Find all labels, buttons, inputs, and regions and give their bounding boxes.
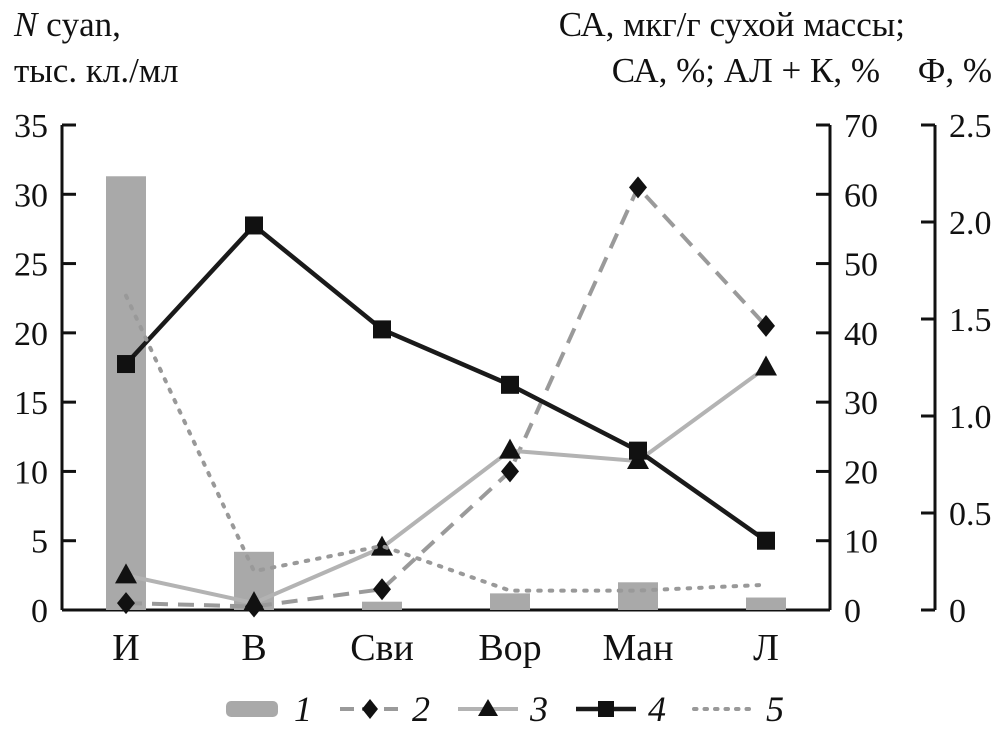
legend-item-1: 1 xyxy=(220,688,312,730)
svg-text:2.5: 2.5 xyxy=(949,108,992,145)
svg-text:30: 30 xyxy=(14,177,48,214)
svg-text:20: 20 xyxy=(14,316,48,353)
svg-text:0: 0 xyxy=(949,593,966,630)
svg-text:2.0: 2.0 xyxy=(949,205,992,242)
left-axis-title-italic: N xyxy=(14,5,38,44)
series-2 xyxy=(117,176,775,618)
left-axis-title: N cyan, тыс. кл./мл xyxy=(14,2,178,94)
svg-text:0: 0 xyxy=(844,593,861,630)
legend-swatch-dotted xyxy=(692,696,756,722)
legend-swatch-solid-triangle xyxy=(456,696,520,722)
svg-text:20: 20 xyxy=(844,454,878,491)
right2-axis-ticks: 0 0.5 1.0 1.5 2.0 2.5 xyxy=(921,108,992,630)
svg-text:Сви: Сви xyxy=(350,627,414,669)
bar xyxy=(490,593,530,610)
svg-text:30: 30 xyxy=(844,385,878,422)
legend-swatch-dashed-diamond xyxy=(338,696,402,722)
right-axis-title-line2: СА, %; АЛ + К, % xyxy=(611,51,880,90)
svg-text:0: 0 xyxy=(31,593,48,630)
series-5 xyxy=(124,293,768,593)
svg-text:40: 40 xyxy=(844,316,878,353)
svg-text:60: 60 xyxy=(844,177,878,214)
legend-label: 2 xyxy=(412,689,430,729)
svg-text:В: В xyxy=(241,627,266,669)
legend-swatch-bar xyxy=(220,696,284,722)
left-axis-title-line2: тыс. кл./мл xyxy=(14,51,179,90)
legend: 1 2 3 4 5 xyxy=(0,688,1004,730)
bar xyxy=(618,582,658,610)
legend-swatch-solid-square xyxy=(574,696,638,722)
svg-text:25: 25 xyxy=(14,247,48,284)
svg-text:50: 50 xyxy=(844,247,878,284)
svg-text:15: 15 xyxy=(14,385,48,422)
svg-text:70: 70 xyxy=(844,108,878,145)
svg-text:0.5: 0.5 xyxy=(949,496,992,533)
left-axis-title-rest: cyan, xyxy=(37,5,121,44)
right1-axis-ticks: 0 10 20 30 40 50 60 70 xyxy=(816,108,878,630)
legend-label: 5 xyxy=(766,689,784,729)
legend-item-5: 5 xyxy=(692,688,784,730)
svg-text:И: И xyxy=(112,627,139,669)
x-axis-labels: И В Сви Вор Ман Л xyxy=(112,627,779,669)
legend-item-4: 4 xyxy=(574,688,666,730)
svg-text:Л: Л xyxy=(753,627,779,669)
right-axis-title-line1: СА, мкг/г сухой массы; xyxy=(558,5,905,44)
svg-text:1.5: 1.5 xyxy=(949,302,992,339)
legend-label: 1 xyxy=(294,689,312,729)
legend-label: 4 xyxy=(648,689,666,729)
svg-text:35: 35 xyxy=(14,108,48,145)
legend-item-2: 2 xyxy=(338,688,430,730)
series-1 xyxy=(106,176,786,610)
svg-text:1.0: 1.0 xyxy=(949,399,992,436)
bar xyxy=(746,597,786,610)
svg-text:5: 5 xyxy=(31,524,48,561)
svg-text:10: 10 xyxy=(844,524,878,561)
left-axis-ticks: 0 5 10 15 20 25 30 35 xyxy=(14,108,76,630)
series-3 xyxy=(115,355,777,612)
legend-item-3: 3 xyxy=(456,688,548,730)
svg-text:Вор: Вор xyxy=(478,627,541,669)
svg-text:Ман: Ман xyxy=(603,627,674,669)
series-4 xyxy=(117,216,775,550)
bar xyxy=(362,601,402,610)
legend-label: 3 xyxy=(530,689,548,729)
far-right-axis-title: Ф, % xyxy=(917,51,992,90)
svg-text:10: 10 xyxy=(14,454,48,491)
bar xyxy=(106,176,146,610)
